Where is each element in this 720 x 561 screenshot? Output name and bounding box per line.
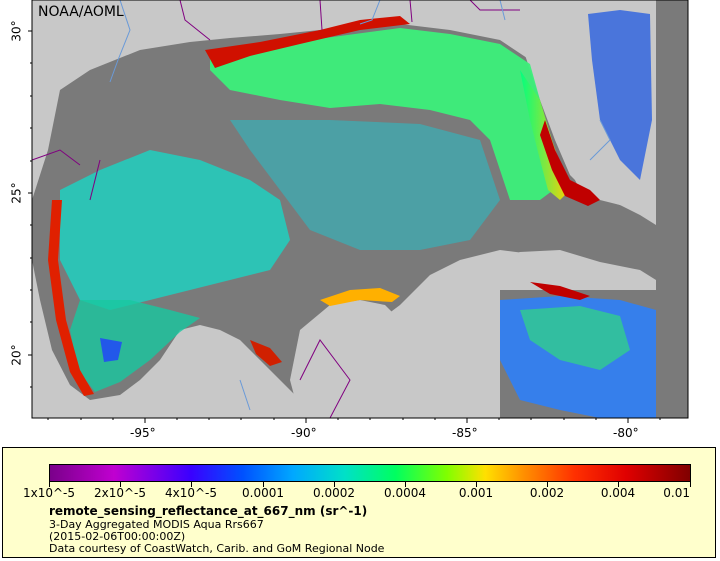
colorbar-label: 4x10^-5: [164, 486, 218, 500]
map-canvas: [28, 0, 689, 423]
yucatan-peninsula: [290, 300, 400, 418]
colorbar-label: 0.004: [600, 486, 636, 500]
colorbar-tick: [618, 482, 619, 487]
colorbar-label: 0.001: [458, 486, 494, 500]
colorbar-tick: [120, 482, 121, 487]
lon-label-80: -80°: [613, 426, 639, 440]
yucatan-shelf-data: [320, 288, 400, 306]
colorbar: [49, 464, 691, 482]
colorbar-label: 0.01: [663, 486, 690, 500]
tabasco-coast-turbid: [250, 340, 282, 366]
colorbar-label: 0.002: [529, 486, 565, 500]
longitude-ticks: [47, 418, 661, 423]
variable-title: remote_sensing_reflectance_at_667_nm (sr…: [49, 504, 368, 518]
coastal-turbid-water: [205, 16, 410, 68]
colorbar-tick: [547, 482, 548, 487]
campeche-data: [70, 300, 200, 392]
colorbar-tick: [263, 482, 264, 487]
lat-label-30: 30°: [9, 20, 24, 42]
map-panel[interactable]: NOAA/AOML 30° 25° 20° -95° -90° -85° -80…: [0, 0, 720, 445]
state-borders: [31, 0, 520, 419]
western-gulf-data: [60, 150, 290, 310]
cuba-coast-turbid: [530, 282, 590, 300]
rivers: [109, 0, 611, 411]
lon-label-90: -90°: [291, 426, 317, 440]
colorbar-label: 0.0004: [384, 486, 426, 500]
colorbar-tick: [49, 482, 50, 487]
colorbar-label: 0.0002: [313, 486, 355, 500]
date-line: (2015-02-06T00:00:00Z): [49, 530, 186, 543]
western-yucatan-patch: [100, 338, 122, 362]
lon-label-95: -95°: [130, 426, 156, 440]
lat-label-20: 20°: [9, 344, 24, 366]
colorbar-tick: [476, 482, 477, 487]
atlantic-ocean: [656, 0, 688, 418]
bahamas-data: [588, 10, 652, 180]
colorbar-label: 1x10^-5: [22, 486, 76, 500]
florida-turbid-water: [540, 120, 600, 206]
colorbar-tick: [405, 482, 406, 487]
lon-label-85: -85°: [452, 426, 478, 440]
northern-shelf-data: [210, 28, 560, 200]
legend-panel: 1x10^-5 2x10^-5 4x10^-5 0.0001 0.0002 0.…: [2, 447, 716, 558]
colorbar-tick: [334, 482, 335, 487]
mexico-coast-turbid: [48, 200, 94, 396]
lat-label-25: 25°: [9, 182, 24, 204]
product-line: 3-Day Aggregated MODIS Aqua Rrs667: [49, 518, 264, 531]
colorbar-tick: [191, 482, 192, 487]
source-line: Data courtesy of CoastWatch, Carib. and …: [49, 542, 385, 555]
cuba-island: [460, 250, 656, 296]
map-frame: [31, 0, 689, 419]
caribbean-data-green: [520, 306, 630, 370]
credit-label: NOAA/AOML: [38, 4, 124, 20]
central-gulf-speckle: [230, 120, 500, 250]
latitude-ticks: [28, 30, 32, 388]
colorbar-label: 0.0001: [242, 486, 284, 500]
colorbar-tick: [690, 482, 691, 487]
colorbar-label: 2x10^-5: [93, 486, 147, 500]
